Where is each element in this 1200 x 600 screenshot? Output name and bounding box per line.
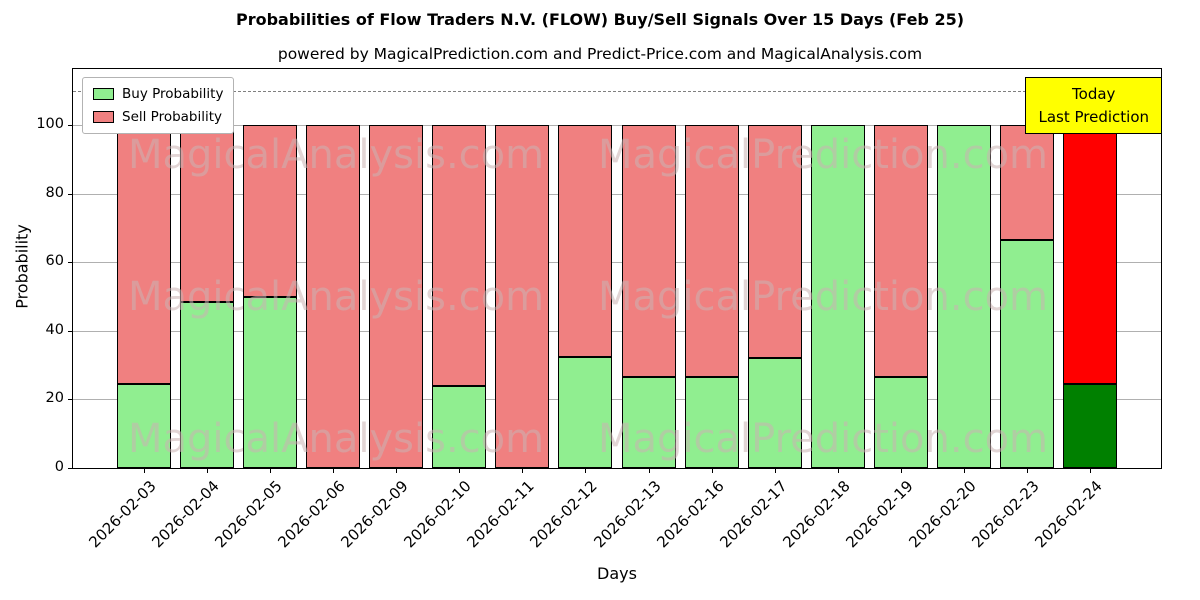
bar-sell-segment (495, 125, 550, 468)
y-tick-mark (68, 262, 73, 264)
bar-sell-segment (1063, 125, 1118, 385)
bar-sell-segment (369, 125, 424, 468)
bar-buy-segment (684, 377, 739, 468)
x-tick-mark (396, 469, 398, 473)
x-tick-mark (522, 469, 524, 473)
gridline (73, 262, 1161, 264)
chart-title: Probabilities of Flow Traders N.V. (FLOW… (235, 10, 965, 29)
x-tick-mark (711, 469, 713, 473)
gridline (73, 193, 1161, 195)
annotation-line-1: Today (1072, 85, 1116, 103)
watermark-text: MagicalAnalysis.com (128, 132, 545, 178)
legend-row-buy: Buy Probability (93, 86, 223, 102)
x-tick-mark (1027, 469, 1029, 473)
y-tick-label: 60 (45, 253, 64, 270)
bar-buy-segment (116, 384, 171, 468)
x-tick-mark (269, 469, 271, 473)
x-tick-mark (964, 469, 966, 473)
chart-subtitle: powered by MagicalPrediction.com and Pre… (277, 45, 923, 63)
x-tick-mark (585, 469, 587, 473)
bar-buy-segment (874, 377, 929, 468)
bar-sell-segment (242, 125, 297, 297)
x-tick-mark (1090, 469, 1092, 473)
bar-buy-segment (558, 356, 613, 468)
gridline (73, 125, 1161, 127)
bar-buy-segment (810, 125, 865, 468)
buy-color-swatch (93, 88, 114, 100)
bar-sell-segment (558, 125, 613, 357)
bar-buy-segment (432, 385, 487, 468)
x-tick-mark (901, 469, 903, 473)
bar-sell-segment (621, 125, 676, 378)
x-tick-mark (648, 469, 650, 473)
bar-sell-segment (305, 125, 360, 468)
today-annotation: Today Last Prediction (1025, 77, 1162, 134)
x-tick-mark (774, 469, 776, 473)
y-tick-mark (68, 330, 73, 332)
x-tick-mark (143, 469, 145, 473)
annotation-line-2: Last Prediction (1038, 107, 1149, 126)
y-tick-label: 0 (54, 459, 64, 475)
y-tick-label: 20 (45, 390, 64, 407)
bar-sell-segment (432, 125, 487, 386)
bar-sell-segment (116, 125, 171, 385)
y-tick-mark (68, 125, 73, 127)
watermark-text: MagicalPrediction.com (598, 416, 1048, 462)
bar-buy-segment (937, 125, 992, 468)
watermark-text: MagicalAnalysis.com (128, 416, 545, 462)
bar-buy-segment (179, 301, 234, 468)
y-tick-mark (68, 399, 73, 401)
gridline (73, 399, 1161, 401)
legend-row-sell: Sell Probability (93, 109, 223, 125)
bar-sell-segment (684, 125, 739, 378)
y-tick-mark (68, 193, 73, 195)
plot-area (72, 68, 1162, 469)
x-axis-label: Days (597, 564, 637, 583)
x-tick-mark (206, 469, 208, 473)
sell-color-swatch (93, 111, 114, 123)
bar-sell-segment (179, 125, 234, 302)
bar-sell-segment (874, 125, 929, 378)
bar-buy-segment (1000, 240, 1055, 468)
y-tick-label: 40 (45, 321, 64, 338)
legend: Buy Probability Sell Probability (82, 77, 235, 134)
x-tick-mark (332, 469, 334, 473)
legend-label-sell: Sell Probability (122, 109, 223, 125)
bar-buy-segment (747, 358, 802, 468)
dashed-threshold-line (73, 90, 1161, 92)
bar-sell-segment (1000, 125, 1055, 241)
bar-buy-segment (242, 296, 297, 468)
bar-buy-segment (621, 377, 676, 468)
watermark-text: MagicalPrediction.com (598, 274, 1048, 320)
x-tick-mark (459, 469, 461, 473)
y-tick-label: 100 (36, 116, 64, 133)
x-tick-mark (837, 469, 839, 473)
y-tick-label: 80 (45, 184, 64, 201)
watermark-text: MagicalPrediction.com (598, 132, 1048, 178)
y-tick-mark (68, 468, 73, 469)
watermark-text: MagicalAnalysis.com (128, 274, 545, 320)
bar-buy-segment (1063, 384, 1118, 468)
gridline (73, 330, 1161, 332)
bar-sell-segment (747, 125, 802, 359)
legend-label-buy: Buy Probability (122, 86, 224, 102)
